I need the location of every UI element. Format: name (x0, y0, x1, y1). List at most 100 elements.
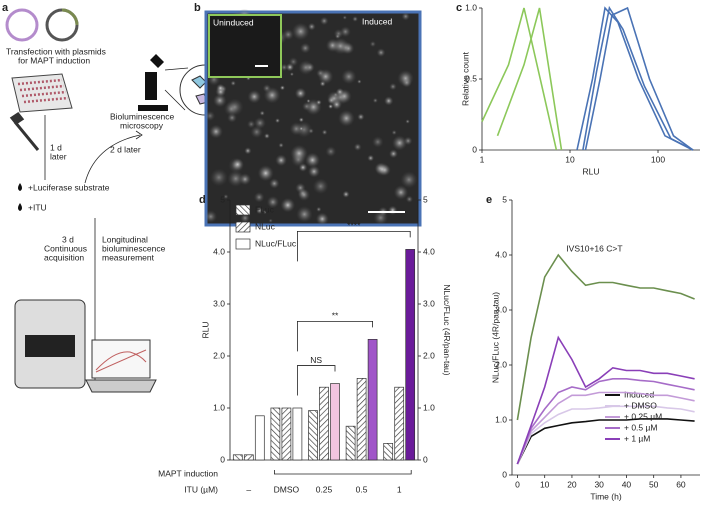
legend-label: + 0.25 µM (624, 411, 662, 421)
laptop-screen (91, 339, 151, 379)
y-tick-label: 2.0 (495, 359, 507, 369)
axes (481, 8, 700, 151)
laptop-plot (95, 349, 147, 373)
annotation: IVS10+16 C>T (566, 243, 622, 253)
step-text: measurement (102, 252, 155, 262)
x-tick-label: 50 (649, 479, 659, 489)
texture-spot (253, 191, 265, 203)
series-line (582, 5, 694, 151)
texture-spot (342, 15, 347, 20)
texture-spot (266, 195, 280, 209)
x-tick-label: 100 (651, 154, 665, 164)
microscope (138, 54, 168, 111)
step-text: bioluminescence (102, 243, 166, 253)
texture-spot (262, 210, 267, 215)
y2-tick-label: 0 (423, 454, 428, 464)
texture-spot (285, 62, 295, 72)
series-line (516, 391, 695, 465)
texture-spot (294, 87, 307, 100)
texture-spot (405, 119, 410, 124)
panel-label: b (194, 2, 201, 14)
series-line (496, 7, 563, 151)
series-line (576, 6, 694, 151)
axes (511, 200, 700, 476)
texture-spot (316, 206, 322, 212)
step-text: microscopy (120, 120, 164, 130)
significance-bracket (297, 320, 373, 352)
step-text: Bioluminescence (110, 111, 175, 121)
texture-spot (403, 136, 413, 146)
texture-spot (278, 142, 284, 148)
bar (232, 454, 243, 461)
legend-label: FLuc (255, 204, 275, 214)
texture-spot (298, 60, 314, 75)
step-text: for MAPT induction (18, 55, 90, 65)
x-tick-label: – (246, 484, 251, 494)
step-text: Transfection with plasmids (6, 46, 106, 56)
step-text: 2 d later (110, 144, 141, 154)
significance-bracket (297, 365, 336, 396)
texture-spot (391, 129, 397, 136)
texture-spot (296, 206, 313, 223)
texture-spot (389, 82, 397, 91)
y-tick-label: 2.0 (213, 350, 225, 360)
texture-spot (289, 72, 294, 77)
texture-spot (331, 37, 349, 55)
texture-spot (291, 22, 310, 41)
step-text: later (50, 151, 67, 161)
bar (394, 386, 405, 461)
y-axis-label: Relative count (460, 51, 470, 106)
texture-spot (393, 185, 409, 200)
panel-label: c (456, 2, 462, 14)
bar (254, 415, 265, 461)
series-line (481, 7, 558, 151)
texture-spot (247, 89, 262, 104)
texture-spot (213, 93, 227, 108)
y-tick-label: 0 (472, 144, 477, 154)
y2-axis-label: NLuc/FLuc (4R/pan-tau) (442, 284, 452, 375)
step-text: 3 d (62, 234, 74, 244)
texture-spot (299, 126, 304, 131)
bar (308, 410, 318, 461)
bar (367, 339, 378, 461)
arrow (84, 134, 141, 184)
x-tick-label: 1 (480, 154, 485, 164)
texture-spot (231, 158, 244, 171)
bar (345, 425, 356, 461)
plate-reader-door (25, 335, 75, 357)
texture-spot (230, 80, 236, 86)
texture-spot (375, 162, 389, 176)
x-tick-label: 1 (397, 484, 402, 494)
x-tick-label: 30 (594, 479, 604, 489)
texture-spot (264, 133, 270, 139)
y-tick-label: 0 (502, 469, 507, 479)
y-tick-label: 0.5 (465, 73, 477, 83)
significance-label: NS (310, 355, 322, 365)
x-tick-label: 60 (676, 479, 686, 489)
x-axis-label: Time (h) (590, 491, 621, 501)
texture-spot (319, 16, 329, 26)
drop (18, 203, 22, 211)
plasmid-insert (61, 8, 79, 26)
series-line (516, 405, 695, 465)
legend-swatch (235, 238, 251, 250)
texture-spot (223, 101, 239, 117)
texture-spot (341, 69, 357, 85)
panel-label: a (2, 2, 9, 14)
step-text: Continuous (44, 243, 87, 253)
texture-spot (405, 195, 414, 203)
texture-spot (239, 173, 252, 186)
panel-label: e (486, 194, 492, 206)
arrow-head (135, 130, 143, 140)
texture-spot (280, 63, 288, 72)
inset-label: Uninduced (213, 17, 254, 27)
legend-label: + 0.5 µM (624, 422, 657, 432)
texture-spot (209, 124, 223, 139)
zoom-line (164, 67, 189, 71)
x-axis-label: RLU (582, 166, 599, 176)
texture-spot (223, 194, 229, 200)
texture-spot (352, 16, 359, 22)
texture-spot (376, 48, 386, 57)
